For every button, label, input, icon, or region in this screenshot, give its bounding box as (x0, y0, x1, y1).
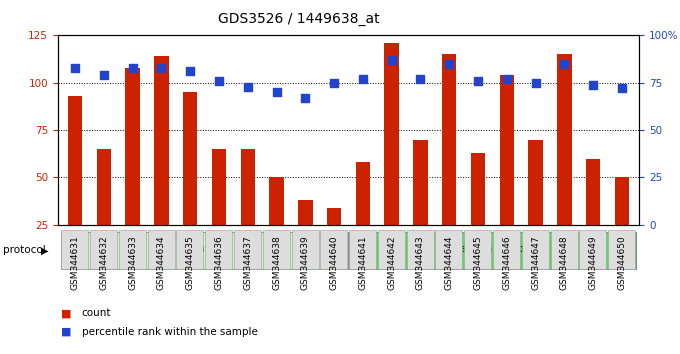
Point (99, 72, 109, 78)
Text: control: control (185, 244, 224, 254)
FancyBboxPatch shape (551, 230, 577, 269)
Bar (500, 75, 514, 272)
FancyBboxPatch shape (464, 230, 491, 269)
Point (501, 76, 512, 82)
Text: GSM344633: GSM344633 (128, 235, 137, 290)
Bar (615, 177, 629, 272)
Bar (269, 177, 284, 272)
Text: GSM344641: GSM344641 (358, 235, 367, 290)
FancyBboxPatch shape (176, 230, 203, 269)
Point (530, 80, 541, 86)
Text: GSM344637: GSM344637 (243, 235, 252, 290)
Text: GSM344643: GSM344643 (416, 235, 425, 290)
Point (473, 78, 483, 84)
Text: GSM344646: GSM344646 (503, 235, 511, 290)
Bar (356, 162, 370, 272)
FancyBboxPatch shape (234, 230, 261, 269)
Bar (442, 54, 456, 272)
Text: GSM344645: GSM344645 (473, 235, 483, 290)
Text: GSM344636: GSM344636 (214, 235, 224, 290)
Point (444, 61, 455, 67)
Text: myostatin inhibition: myostatin inhibition (437, 244, 548, 254)
Bar (125, 68, 140, 272)
Point (617, 86, 628, 91)
FancyBboxPatch shape (148, 230, 175, 269)
FancyBboxPatch shape (493, 230, 520, 269)
Point (69, 65, 80, 70)
Bar (97, 149, 111, 272)
FancyBboxPatch shape (522, 230, 549, 269)
Point (185, 69, 196, 74)
Bar (154, 56, 169, 272)
Text: GSM344644: GSM344644 (445, 235, 454, 290)
Point (242, 84, 253, 89)
Text: GSM344650: GSM344650 (617, 235, 626, 290)
Point (588, 82, 598, 87)
Bar (384, 43, 399, 272)
Bar (183, 92, 197, 272)
FancyBboxPatch shape (262, 230, 290, 269)
Text: GSM344635: GSM344635 (186, 235, 194, 290)
Bar (586, 159, 600, 272)
Text: GSM344648: GSM344648 (560, 235, 569, 290)
Text: count: count (82, 308, 111, 318)
Text: ▶: ▶ (41, 245, 49, 255)
Text: GSM344647: GSM344647 (531, 235, 540, 290)
Bar (298, 200, 313, 272)
Text: GSM344634: GSM344634 (157, 235, 166, 290)
Point (214, 78, 224, 84)
Bar (241, 149, 255, 272)
Point (156, 65, 167, 70)
FancyBboxPatch shape (61, 232, 348, 269)
Bar (327, 208, 341, 272)
FancyBboxPatch shape (579, 230, 607, 269)
Point (386, 57, 397, 63)
FancyBboxPatch shape (90, 230, 117, 269)
Text: GSM344638: GSM344638 (272, 235, 281, 290)
Text: ■: ■ (61, 308, 71, 318)
FancyBboxPatch shape (119, 230, 146, 269)
Text: ■: ■ (61, 327, 71, 337)
Bar (68, 96, 82, 272)
Bar (557, 54, 572, 272)
FancyBboxPatch shape (320, 230, 347, 269)
FancyBboxPatch shape (378, 230, 405, 269)
Text: GSM344640: GSM344640 (330, 235, 339, 290)
Point (559, 61, 570, 67)
FancyBboxPatch shape (435, 230, 462, 269)
Text: GSM344642: GSM344642 (387, 235, 396, 290)
FancyBboxPatch shape (61, 230, 88, 269)
Text: GSM344631: GSM344631 (71, 235, 80, 290)
FancyBboxPatch shape (407, 230, 434, 269)
FancyBboxPatch shape (205, 230, 232, 269)
Bar (211, 149, 226, 272)
FancyBboxPatch shape (292, 230, 318, 269)
Text: GDS3526 / 1449638_at: GDS3526 / 1449638_at (218, 12, 380, 27)
Text: protocol: protocol (3, 245, 46, 255)
Point (415, 76, 426, 82)
Text: percentile rank within the sample: percentile rank within the sample (82, 327, 258, 337)
Text: GSM344649: GSM344649 (589, 235, 598, 290)
Point (358, 76, 369, 82)
Bar (413, 139, 428, 272)
Point (271, 89, 282, 95)
Text: GSM344639: GSM344639 (301, 235, 310, 290)
Bar (471, 153, 486, 272)
Point (328, 80, 339, 86)
Point (300, 95, 311, 101)
FancyBboxPatch shape (349, 232, 636, 269)
FancyBboxPatch shape (349, 230, 376, 269)
Bar (528, 139, 543, 272)
FancyBboxPatch shape (608, 230, 635, 269)
Point (127, 65, 138, 70)
Text: GSM344632: GSM344632 (99, 235, 108, 290)
